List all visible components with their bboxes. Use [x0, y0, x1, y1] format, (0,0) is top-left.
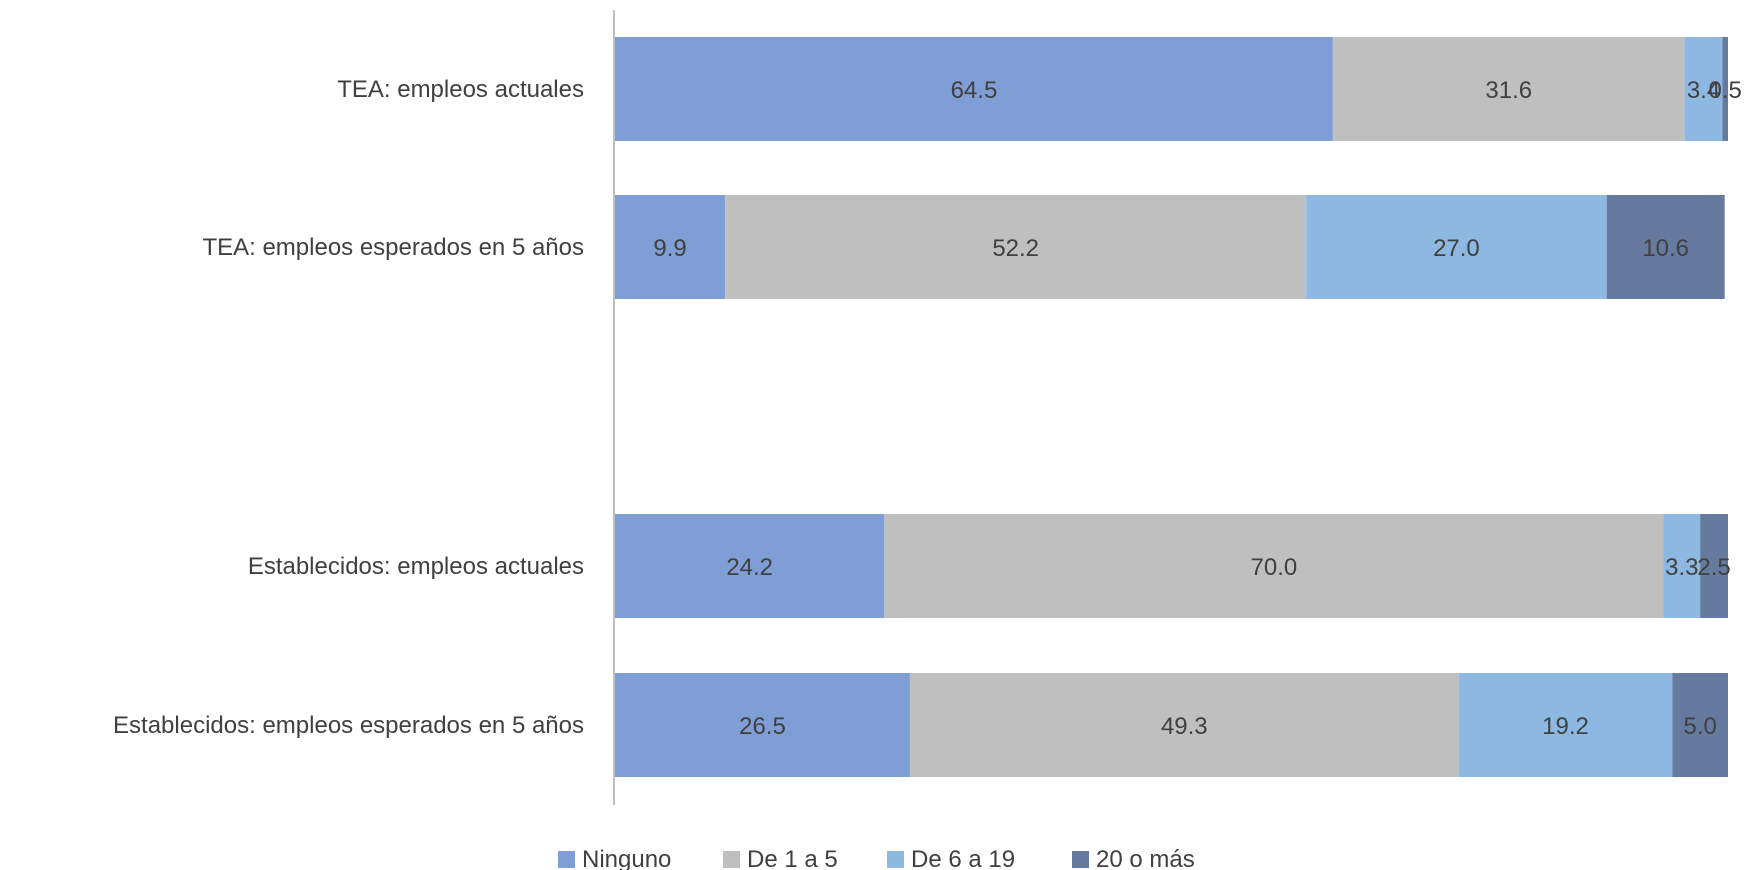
legend-label: 20 o más: [1096, 846, 1195, 870]
data-label: 3.4: [1687, 77, 1720, 104]
legend-swatch: [723, 851, 740, 868]
data-label: 26.5: [739, 713, 786, 740]
data-label: 3.3: [1665, 554, 1698, 581]
bar-segment: [1663, 514, 1701, 618]
data-label: 52.2: [992, 235, 1039, 262]
bar-segment: [1684, 37, 1723, 141]
bar-segment: [1700, 514, 1728, 618]
category-labels: TEA: empleos actuales TEA: empleos espera…: [113, 76, 584, 739]
legend-label: De 1 a 5: [747, 846, 838, 870]
category-label: Establecidos: empleos esperados en 5 año…: [113, 712, 584, 739]
data-label: 9.9: [653, 235, 686, 262]
bar-segment: [615, 673, 910, 777]
category-label: TEA: empleos esperados en 5 años: [202, 234, 584, 261]
bar-segment: [1606, 195, 1725, 299]
bar-segment: [615, 514, 885, 618]
legend-swatch: [887, 851, 904, 868]
data-label: 2.5: [1697, 554, 1730, 581]
bar-segment: [884, 514, 1664, 618]
bar-segment: [1306, 195, 1607, 299]
data-label: 0.5: [1709, 77, 1742, 104]
data-label: 27.0: [1433, 235, 1480, 262]
bars-group: [615, 37, 1728, 777]
bar-segment: [1722, 37, 1728, 141]
bar-segment: [1672, 673, 1728, 777]
data-labels: 64.5 31.6 3.40.5 9.9 52.2 27.0 10.6 24.2 70.0 3.3…: [653, 77, 1741, 740]
legend-label: Ninguno: [582, 846, 671, 870]
data-label: 19.2: [1542, 713, 1589, 740]
legend-swatch: [558, 851, 575, 868]
category-label: Establecidos: empleos actuales: [248, 553, 584, 580]
data-label: 10.6: [1642, 235, 1689, 262]
data-label: 31.6: [1485, 77, 1532, 104]
category-label: TEA: empleos actuales: [337, 76, 584, 103]
legend: Ninguno De 1 a 5 De 6 a 19 20 o más: [558, 846, 1195, 870]
data-label: 49.3: [1161, 713, 1208, 740]
bar-segment: [1332, 37, 1685, 141]
data-label: 24.2: [726, 554, 773, 581]
bar-segment: [909, 673, 1459, 777]
bar-segment: [725, 195, 1307, 299]
bar-segment: [615, 37, 1333, 141]
data-label: 64.5: [951, 77, 998, 104]
legend-label: De 6 a 19: [911, 846, 1015, 870]
legend-swatch: [1072, 851, 1089, 868]
data-label: 70.0: [1251, 554, 1298, 581]
data-label: 5.0: [1683, 713, 1716, 740]
bar-segment: [1458, 673, 1673, 777]
bar-segment: [615, 195, 726, 299]
